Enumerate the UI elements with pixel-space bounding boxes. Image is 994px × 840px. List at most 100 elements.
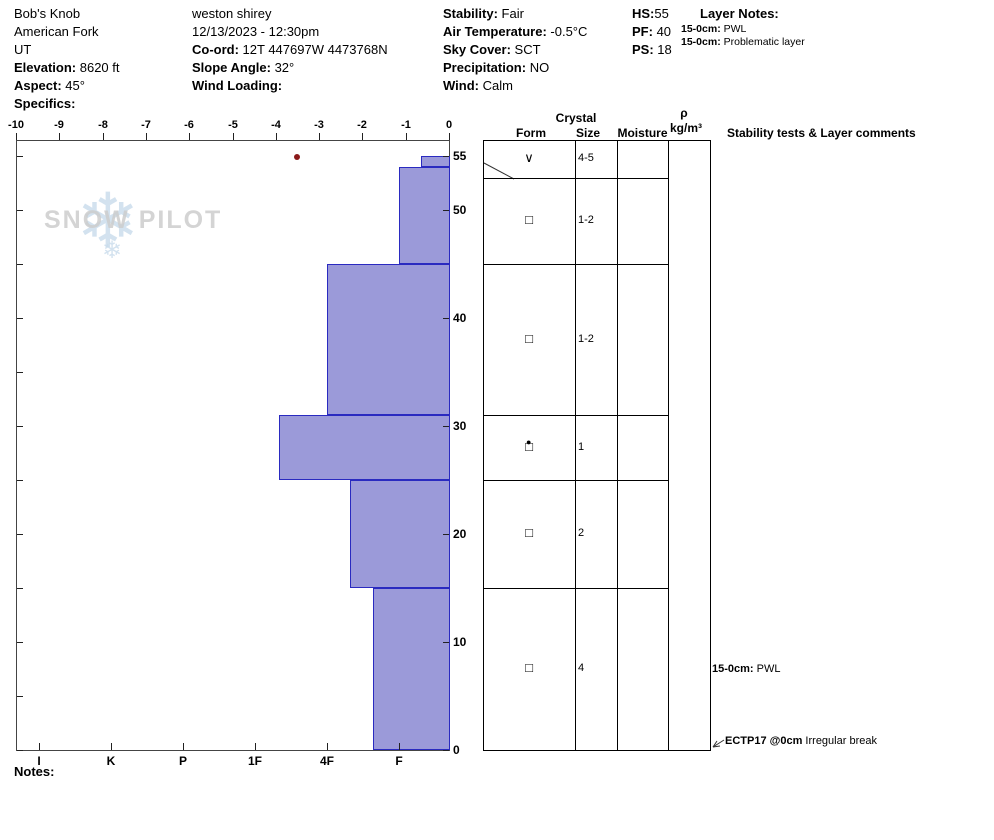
crystal-form-overlay: ●: [526, 437, 532, 447]
moisture-column-header: Moisture: [617, 126, 668, 140]
comment-keyword: 15-0cm:: [712, 663, 754, 675]
temp-tick-label: -3: [314, 119, 324, 131]
depth-tick-right: [443, 750, 449, 751]
pf-value: 40: [652, 24, 672, 39]
depth-tick-right: [443, 642, 449, 643]
temp-tick-label: -8: [98, 119, 108, 131]
layer-notes-list: 15-0cm: PWL 15-0cm: Problematic layer: [681, 23, 805, 49]
temp-tick-label: -10: [8, 119, 24, 131]
temp-tick: [16, 133, 17, 140]
temp-tick: [276, 133, 277, 140]
crystal-size-value: 1: [578, 441, 585, 453]
surface-layer-leader-line: [483, 162, 515, 180]
snow-layer-bar: [279, 415, 450, 480]
depth-tick-label: 50: [453, 203, 467, 217]
crystal-form-symbol: □: [525, 331, 533, 346]
size-column-header: Size: [575, 126, 600, 140]
site-specifics: Specifics:: [14, 95, 120, 113]
snowflake-icon-small: ❄: [102, 237, 124, 264]
depth-tick-label: 0: [453, 743, 460, 757]
table-vertical-line: [575, 140, 576, 751]
air-temp-value: -0.5°C: [546, 24, 588, 39]
temp-tick-label: 0: [445, 119, 453, 131]
temp-tick-label: -4: [271, 119, 281, 131]
elevation-value: 8620 ft: [76, 60, 120, 75]
pit-floor: PF: 40: [632, 23, 672, 41]
layer-comment: ECTP17 @0cm Irregular break: [725, 735, 877, 747]
layer-note-range: 15-0cm:: [681, 36, 721, 48]
depth-tick-label: 30: [453, 419, 467, 433]
depth-tick: [17, 264, 23, 265]
ect-arrow-line: [712, 739, 725, 748]
crystal-form-symbol: □: [525, 660, 533, 675]
snow-layer-bar: [373, 588, 450, 750]
snowflake-icon: ❄: [76, 179, 141, 264]
crystal-size-value: 2: [578, 527, 585, 539]
layer-row-line: [483, 178, 668, 179]
crystal-form-symbol: □ ●: [525, 437, 533, 454]
conditions-column: Stability: Fair Air Temperature: -0.5°C …: [443, 5, 587, 95]
site-aspect: Aspect: 45°: [14, 77, 120, 95]
depth-tick: [17, 480, 23, 481]
hardness-tick-label: 4F: [319, 754, 334, 768]
site-name: Bob's Knob: [14, 6, 81, 21]
table-horizontal-line: [483, 750, 711, 751]
layer-row-line: [483, 480, 668, 481]
depth-tick: [17, 588, 23, 589]
slope-angle: Slope Angle: 32°: [192, 59, 388, 77]
snow-layer-bar: [327, 264, 450, 415]
depth-tick-right: [443, 318, 449, 319]
elevation-label: Elevation:: [14, 60, 77, 75]
air-temperature: Air Temperature: -0.5°C: [443, 23, 587, 41]
wind-value: Calm: [478, 78, 513, 93]
layer-comment: 15-0cm: PWL: [712, 663, 780, 675]
temp-tick-label: -6: [184, 119, 194, 131]
sky-label: Sky Cover:: [443, 42, 511, 57]
wind-loading: Wind Loading:: [192, 77, 388, 95]
crystal-column-group-header: Crystal: [555, 111, 597, 125]
site-info-column: Bob's Knob American Fork UT Elevation: 8…: [14, 5, 120, 113]
crystal-form-symbol: ∨: [524, 150, 534, 165]
table-vertical-line: [617, 140, 618, 751]
temp-tick: [449, 133, 450, 140]
stability-value: Fair: [497, 6, 524, 21]
pit-snow: PS: 18: [632, 41, 672, 59]
depth-tick: [17, 318, 23, 319]
precip-value: NO: [526, 60, 550, 75]
layer-note-item: 15-0cm: PWL: [681, 23, 805, 36]
slope-angle-label: Slope Angle:: [192, 60, 271, 75]
hardness-tick-label: F: [395, 754, 403, 768]
comment-keyword: ECTP17 @0cm: [725, 735, 803, 747]
crystal-size-value: 1-2: [578, 333, 594, 345]
precipitation: Precipitation: NO: [443, 59, 587, 77]
hardness-tick-label: 1F: [247, 754, 262, 768]
site-elevation: Elevation: 8620 ft: [14, 59, 120, 77]
table-horizontal-line: [483, 140, 711, 141]
table-vertical-line: [668, 140, 669, 751]
stability: Stability: Fair: [443, 5, 587, 23]
hs-value: 55: [654, 6, 669, 21]
depth-tick: [17, 696, 23, 697]
site-region: American Fork: [14, 24, 99, 39]
slope-angle-value: 32°: [270, 60, 295, 75]
comments-column-header: Stability tests & Layer comments: [727, 126, 916, 140]
crystal-form-symbol: □: [525, 212, 533, 227]
layer-row-line: [483, 415, 668, 416]
temp-tick: [59, 133, 60, 140]
temp-tick-label: -7: [141, 119, 151, 131]
layer-notes-title: Layer Notes:: [700, 6, 779, 21]
density-column-header-units: kg/m³: [669, 121, 702, 135]
totals-column: HS:55 PF: 40 PS: 18: [632, 5, 672, 59]
wind-loading-label: Wind Loading:: [192, 78, 283, 93]
sky-cover: Sky Cover: SCT: [443, 41, 587, 59]
depth-tick-label: 55: [453, 149, 467, 163]
hardness-tick: [327, 743, 328, 750]
coordinates: Co-ord: 12T 447697W 4473768N: [192, 41, 388, 59]
crystal-size-value: 4-5: [578, 152, 594, 164]
crystal-size-value: 1-2: [578, 214, 594, 226]
aspect-value: 45°: [61, 78, 85, 93]
coord-value: 12T 447697W 4473768N: [238, 42, 388, 57]
temp-tick: [319, 133, 320, 140]
layer-note-item: 15-0cm: Problematic layer: [681, 36, 805, 49]
